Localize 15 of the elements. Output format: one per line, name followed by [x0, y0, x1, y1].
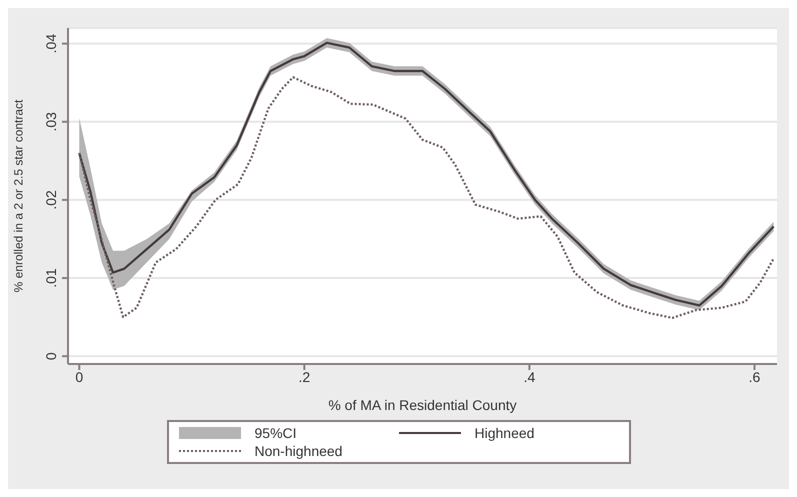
- x-tick-label: .4: [524, 368, 536, 385]
- legend-label: Highneed: [474, 425, 534, 441]
- y-tick-label: 0: [43, 352, 59, 360]
- line-series: [78, 76, 775, 319]
- x-axis-title: % of MA in Residential County: [328, 397, 517, 413]
- y-axis-title: % enrolled in a 2 or 2.5 star contract: [11, 98, 26, 292]
- x-tick-label: .6: [748, 368, 761, 385]
- y-tick-label: .04: [43, 34, 59, 54]
- x-tick-label: .2: [298, 368, 310, 385]
- y-tick-label: .03: [43, 112, 59, 132]
- x-tick-label: 0: [75, 368, 84, 385]
- y-tick-label: .02: [43, 190, 59, 210]
- y-tick-label: .01: [43, 268, 59, 288]
- legend-label: Non-highneed: [254, 443, 342, 459]
- text: 95%CI: [254, 425, 297, 441]
